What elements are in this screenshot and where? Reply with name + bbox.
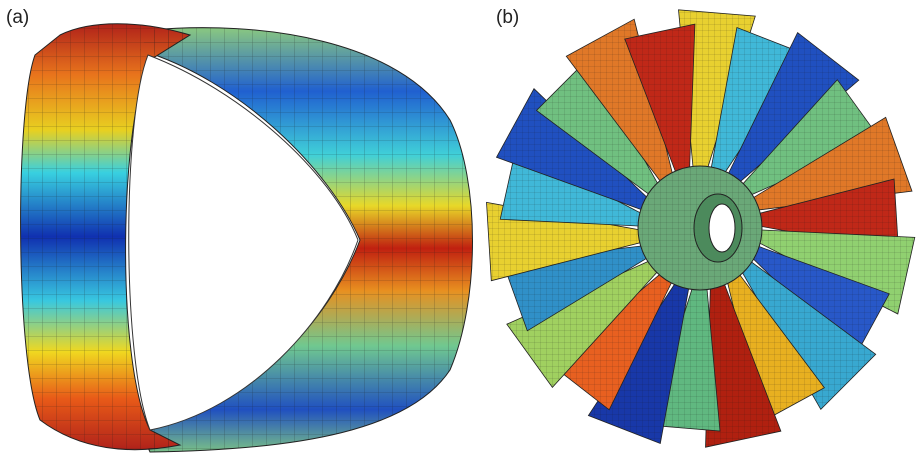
- ring: [20, 23, 473, 453]
- blade-mesh: [726, 32, 859, 184]
- blade-mesh: [758, 179, 899, 252]
- panel-label: (b): [496, 7, 519, 28]
- blade-mesh: [726, 272, 825, 423]
- blade-mesh: [506, 260, 660, 388]
- blade-mesh: [751, 245, 890, 358]
- hub-hole: [708, 203, 736, 253]
- blade-mesh: [740, 79, 880, 196]
- panel-label: (a): [6, 7, 29, 28]
- blade-mesh: [552, 272, 674, 410]
- blade-mesh: [496, 88, 649, 211]
- fan: [486, 9, 916, 448]
- blade-mesh: [705, 280, 781, 448]
- blade-mesh: [740, 260, 876, 410]
- blade-mesh: [710, 27, 804, 176]
- blade-mesh: [536, 59, 660, 196]
- blade-mesh: [624, 24, 695, 176]
- blade-mesh: [588, 280, 690, 444]
- blade-mesh: [566, 19, 674, 184]
- blade-mesh: [486, 202, 642, 281]
